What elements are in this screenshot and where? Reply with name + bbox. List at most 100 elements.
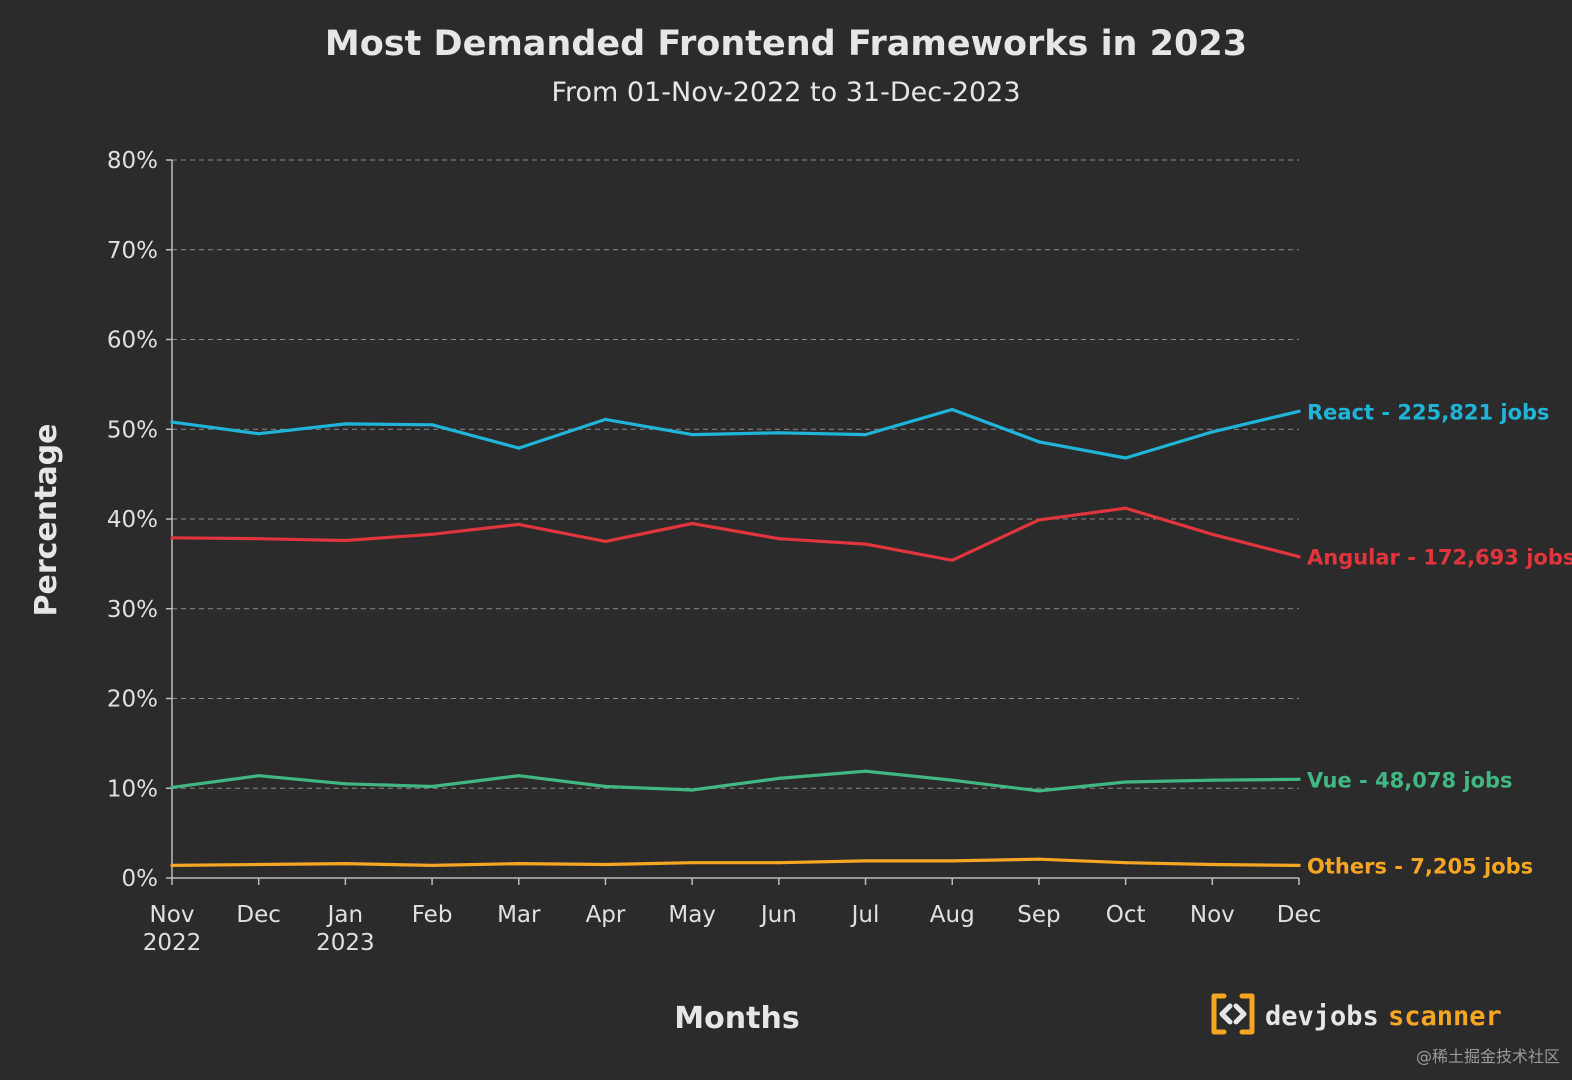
y-tick-label: 10% [107,776,158,802]
data-point-vue [170,785,174,789]
brand-name-part2: scanner [1388,1001,1502,1032]
data-point-others [863,859,868,863]
x-tick-label: Dec [1277,902,1322,928]
x-tick-label: Oct [1106,902,1146,928]
x-tick-label: Mar [497,902,541,928]
data-point-angular [1210,532,1214,536]
series-label-react: React - 225,821 jobs [1307,400,1550,424]
series-labels: React - 225,821 jobs Angular - 172,693 jo… [1307,400,1572,878]
series-label-others: Others - 7,205 jobs [1307,854,1533,878]
data-point-react [430,423,434,427]
data-point-others [690,861,694,865]
x-tick-year-label: 2023 [316,930,375,956]
data-point-react [170,420,174,424]
y-axis-title: Percentage [29,423,64,616]
y-tick-label: 20% [107,687,158,713]
data-point-angular [863,542,868,546]
data-point-others [1037,857,1041,861]
data-point-react [343,422,347,426]
series-line-others [170,857,1301,868]
data-point-vue [1037,789,1041,793]
series-line-angular [170,506,1301,562]
x-tick-label: May [668,902,716,928]
data-point-react [517,446,521,450]
data-point-angular [430,532,434,536]
data-point-vue [603,784,608,789]
data-point-react [950,407,954,412]
x-tick-label: Sep [1017,902,1060,928]
data-point-vue [1210,778,1214,782]
data-point-vue [257,774,261,778]
data-point-angular [603,539,608,544]
x-tick-label: Jan [326,902,363,928]
data-point-react [257,432,261,436]
data-point-vue [1297,777,1301,781]
brand-name-part1: devjobs [1265,1001,1379,1032]
series-lines [170,407,1301,868]
x-tick-label: Feb [412,902,453,928]
y-tick-label: 80% [107,148,158,174]
data-point-react [1124,456,1128,460]
data-point-angular [777,537,781,541]
data-point-others [950,859,954,863]
x-tick-label: Aug [930,902,975,928]
x-tick-label: Jul [850,902,880,928]
data-point-vue [430,784,434,789]
data-point-vue [777,776,781,780]
data-point-react [690,433,694,437]
data-point-angular [950,558,954,562]
data-point-angular [343,538,347,543]
data-point-angular [170,536,174,540]
x-tick-label: Dec [236,902,281,928]
series-line-vue [170,769,1301,793]
x-tick-label: Apr [586,902,626,928]
data-point-angular [257,537,261,541]
data-point-angular [517,522,521,526]
series-label-angular: Angular - 172,693 jobs [1307,546,1572,570]
data-point-vue [343,782,347,786]
data-point-vue [863,769,868,773]
y-tick-label: 70% [107,238,158,264]
chart-title: Most Demanded Frontend Frameworks in 202… [325,24,1247,64]
data-point-others [343,862,347,866]
y-tick-label: 40% [107,507,158,533]
data-point-others [1124,861,1128,865]
data-point-others [170,863,174,868]
y-tick-label: 50% [107,417,158,443]
x-tick-label: Nov [1190,902,1235,928]
y-tick-label: 60% [107,328,158,354]
y-tick-label: 0% [122,866,159,892]
y-axis-ticks: 0% 10% 20% 30% 40% 50% 60% 70% 80% [107,148,172,892]
data-point-vue [690,788,694,792]
data-point-others [603,862,608,867]
series-line-react [170,407,1301,460]
brand-icon [1211,993,1255,1035]
data-point-others [257,862,261,867]
data-point-others [1297,863,1301,868]
data-point-angular [690,521,694,526]
data-point-angular [1297,555,1301,559]
data-point-react [863,433,868,437]
x-tick-label: Jun [759,902,797,928]
data-point-react [1037,440,1041,444]
data-point-react [777,431,781,435]
data-point-angular [1037,518,1041,522]
x-tick-label: Nov [150,902,195,928]
data-point-angular [1124,506,1128,510]
data-point-others [430,863,434,868]
data-point-others [777,861,781,865]
gridlines [172,159,1299,789]
series-label-vue: Vue - 48,078 jobs [1307,768,1513,792]
data-point-react [603,417,608,421]
x-tick-year-label: 2022 [143,930,202,956]
data-point-others [1210,862,1214,867]
x-axis-title: Months [674,1001,799,1036]
chart-subtitle: From 01-Nov-2022 to 31-Dec-2023 [551,77,1020,108]
data-point-react [1210,430,1214,434]
data-point-vue [1124,780,1128,784]
devjobsscanner-logo: devjobs scanner [1211,993,1502,1035]
watermark: @稀土掘金技术社区 [1416,1047,1560,1066]
